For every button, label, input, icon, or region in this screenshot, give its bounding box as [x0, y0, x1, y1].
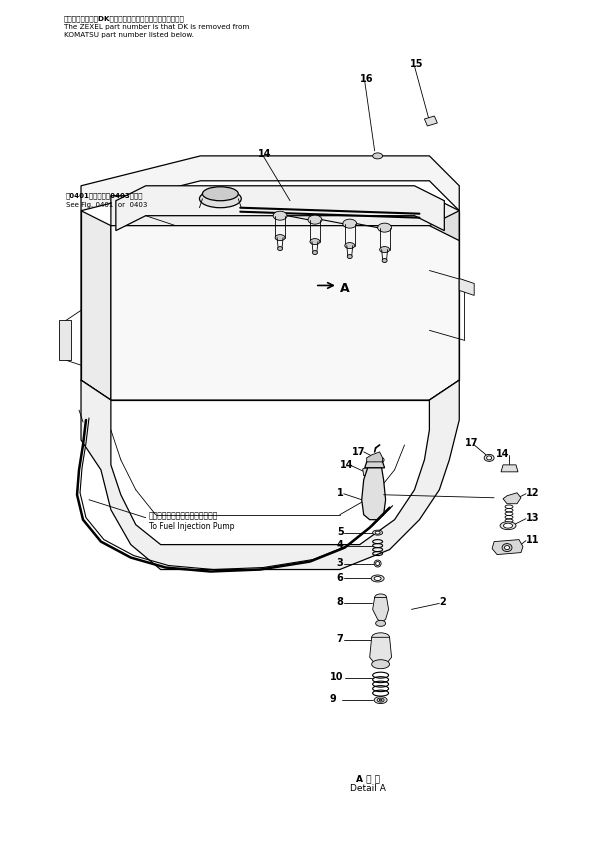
Polygon shape [425, 116, 437, 126]
Text: 12: 12 [526, 488, 540, 498]
Text: 6: 6 [337, 573, 344, 583]
Text: 8: 8 [337, 597, 344, 607]
Text: 13: 13 [526, 512, 540, 523]
Polygon shape [365, 458, 385, 468]
Polygon shape [370, 637, 392, 664]
Text: 16: 16 [360, 75, 373, 84]
Polygon shape [362, 468, 386, 520]
Text: 5: 5 [337, 527, 344, 537]
Polygon shape [363, 466, 374, 476]
Bar [59, 320, 71, 360]
Text: 困0401図または困0403図参照: 困0401図または困0403図参照 [66, 193, 144, 199]
Ellipse shape [375, 531, 380, 534]
Text: The ZEXEL part number is that DK is removed from: The ZEXEL part number is that DK is remo… [64, 25, 249, 30]
Ellipse shape [273, 211, 287, 220]
Ellipse shape [376, 620, 386, 626]
Ellipse shape [502, 544, 512, 551]
Ellipse shape [374, 560, 381, 567]
Text: Detail A: Detail A [350, 783, 386, 793]
Ellipse shape [484, 454, 494, 462]
Ellipse shape [374, 696, 387, 704]
Ellipse shape [504, 523, 513, 529]
Ellipse shape [374, 594, 386, 601]
Ellipse shape [504, 545, 510, 550]
Text: 9: 9 [330, 694, 337, 704]
Text: フェルインジェクションポンプへ: フェルインジェクションポンプへ [149, 512, 218, 521]
Ellipse shape [275, 235, 285, 241]
Ellipse shape [310, 239, 320, 245]
Ellipse shape [486, 456, 492, 460]
Text: 14: 14 [258, 149, 272, 159]
Ellipse shape [377, 698, 384, 702]
Text: 3: 3 [337, 557, 344, 567]
Text: 10: 10 [330, 673, 343, 682]
Ellipse shape [277, 246, 283, 251]
Polygon shape [111, 225, 459, 400]
Polygon shape [81, 156, 459, 211]
Polygon shape [429, 211, 459, 400]
Ellipse shape [377, 458, 382, 462]
Ellipse shape [345, 242, 355, 248]
Ellipse shape [380, 246, 389, 252]
Ellipse shape [347, 255, 352, 258]
Text: 15: 15 [410, 59, 423, 69]
Ellipse shape [377, 223, 392, 232]
Polygon shape [81, 211, 111, 400]
Polygon shape [503, 493, 521, 504]
Polygon shape [111, 196, 459, 241]
Text: 17: 17 [465, 438, 479, 448]
Text: 1: 1 [337, 488, 344, 498]
Ellipse shape [374, 577, 381, 580]
Ellipse shape [371, 660, 389, 668]
Polygon shape [501, 465, 518, 472]
Polygon shape [373, 597, 389, 623]
Text: A 詳 細: A 詳 細 [356, 774, 380, 783]
Text: 2: 2 [439, 597, 446, 607]
Ellipse shape [373, 153, 383, 159]
Polygon shape [116, 185, 444, 230]
Ellipse shape [343, 219, 357, 228]
Text: 11: 11 [526, 534, 540, 545]
Ellipse shape [371, 633, 389, 642]
Polygon shape [459, 279, 474, 296]
Polygon shape [81, 380, 459, 569]
Ellipse shape [376, 562, 380, 566]
Text: 7: 7 [337, 634, 344, 645]
Text: 4: 4 [337, 540, 344, 550]
Ellipse shape [375, 457, 384, 462]
Text: 17: 17 [352, 447, 365, 457]
Text: 14: 14 [340, 460, 353, 470]
Polygon shape [367, 452, 383, 462]
Ellipse shape [308, 215, 322, 224]
Ellipse shape [371, 575, 384, 582]
Text: A: A [340, 282, 349, 296]
Text: See Fig. 0401  or  0403: See Fig. 0401 or 0403 [66, 202, 147, 208]
Ellipse shape [199, 190, 241, 208]
Text: To Fuel Injection Pump: To Fuel Injection Pump [149, 522, 234, 531]
Text: 14: 14 [496, 449, 510, 459]
Ellipse shape [373, 530, 383, 535]
Ellipse shape [379, 699, 382, 701]
Ellipse shape [500, 522, 516, 529]
Ellipse shape [313, 251, 317, 255]
Ellipse shape [202, 187, 238, 201]
Ellipse shape [382, 258, 387, 263]
Text: KOMATSU part number listed below.: KOMATSU part number listed below. [64, 32, 194, 38]
Text: 品番のメーカ記号DKを拁いたものがゼクセルの品番です。: 品番のメーカ記号DKを拁いたものがゼクセルの品番です。 [64, 15, 185, 22]
Polygon shape [492, 540, 523, 555]
